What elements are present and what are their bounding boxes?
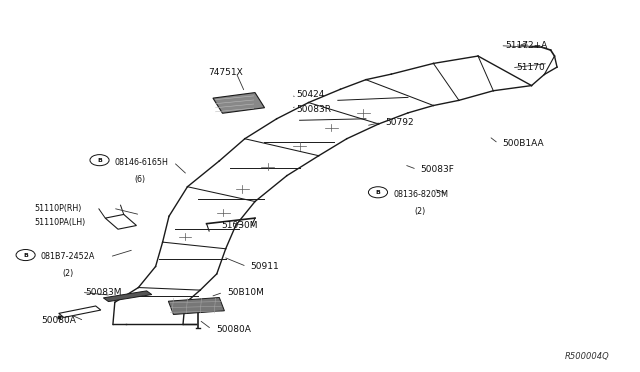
Text: B: B	[97, 158, 102, 163]
Polygon shape	[213, 93, 264, 113]
Text: 08136-8205M: 08136-8205M	[394, 190, 448, 199]
Text: 08146-6165H: 08146-6165H	[115, 157, 169, 167]
Text: 51030M: 51030M	[221, 221, 258, 230]
Text: B: B	[376, 190, 380, 195]
Text: 50083R: 50083R	[296, 105, 331, 114]
Text: 74751X: 74751X	[208, 68, 243, 77]
Text: (2): (2)	[62, 269, 73, 278]
Text: 50424: 50424	[296, 90, 324, 99]
Text: (2): (2)	[414, 206, 426, 216]
Text: (6): (6)	[134, 175, 145, 184]
Text: 51110PA(LH): 51110PA(LH)	[35, 218, 86, 227]
Text: 50080A: 50080A	[41, 316, 76, 325]
Text: 500B1AA: 500B1AA	[502, 139, 544, 148]
Text: 51170: 51170	[516, 63, 545, 72]
Text: 50083F: 50083F	[420, 165, 454, 174]
Text: 081B7-2452A: 081B7-2452A	[41, 252, 95, 262]
Text: 50B10M: 50B10M	[228, 288, 264, 297]
Text: 50792: 50792	[386, 118, 414, 127]
Text: 50911: 50911	[250, 262, 278, 271]
Polygon shape	[168, 298, 225, 314]
Text: 50083M: 50083M	[86, 288, 122, 297]
Text: B: B	[23, 253, 28, 257]
Text: 51172+A: 51172+A	[505, 41, 547, 50]
Text: 51110P(RH): 51110P(RH)	[35, 203, 82, 213]
Text: 50080A: 50080A	[217, 325, 252, 334]
Polygon shape	[103, 291, 152, 302]
Text: R500004Q: R500004Q	[565, 352, 610, 361]
